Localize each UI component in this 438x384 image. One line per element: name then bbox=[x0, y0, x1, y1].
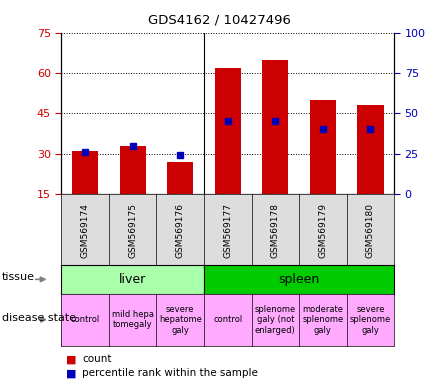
Bar bbox=[357, 105, 384, 194]
Text: percentile rank within the sample: percentile rank within the sample bbox=[82, 368, 258, 378]
Text: tissue: tissue bbox=[2, 272, 35, 283]
Text: ■: ■ bbox=[66, 368, 76, 378]
Text: GSM569177: GSM569177 bbox=[223, 203, 232, 258]
Text: severe
splenome
galy: severe splenome galy bbox=[350, 305, 391, 334]
Text: GSM569178: GSM569178 bbox=[271, 203, 280, 258]
Text: splenome
galy (not
enlarged): splenome galy (not enlarged) bbox=[254, 305, 296, 334]
Text: GSM569174: GSM569174 bbox=[81, 203, 90, 258]
Bar bbox=[72, 151, 98, 194]
Bar bbox=[310, 100, 336, 194]
Bar bbox=[215, 68, 241, 194]
Text: count: count bbox=[82, 354, 112, 364]
Text: GSM569179: GSM569179 bbox=[318, 203, 327, 258]
Text: GSM569180: GSM569180 bbox=[366, 203, 375, 258]
Text: mild hepa
tomegaly: mild hepa tomegaly bbox=[112, 310, 154, 329]
Text: control: control bbox=[71, 315, 100, 324]
Text: control: control bbox=[213, 315, 242, 324]
Text: liver: liver bbox=[119, 273, 146, 286]
Text: disease state: disease state bbox=[2, 313, 76, 323]
Text: moderate
splenome
galy: moderate splenome galy bbox=[302, 305, 343, 334]
Bar bbox=[167, 162, 193, 194]
Bar bbox=[262, 60, 288, 194]
Text: GSM569176: GSM569176 bbox=[176, 203, 185, 258]
Text: GSM569175: GSM569175 bbox=[128, 203, 137, 258]
Text: ■: ■ bbox=[66, 354, 76, 364]
Bar bbox=[120, 146, 146, 194]
Text: GDS4162 / 10427496: GDS4162 / 10427496 bbox=[148, 13, 290, 26]
Text: severe
hepatome
galy: severe hepatome galy bbox=[159, 305, 201, 334]
Text: spleen: spleen bbox=[279, 273, 320, 286]
